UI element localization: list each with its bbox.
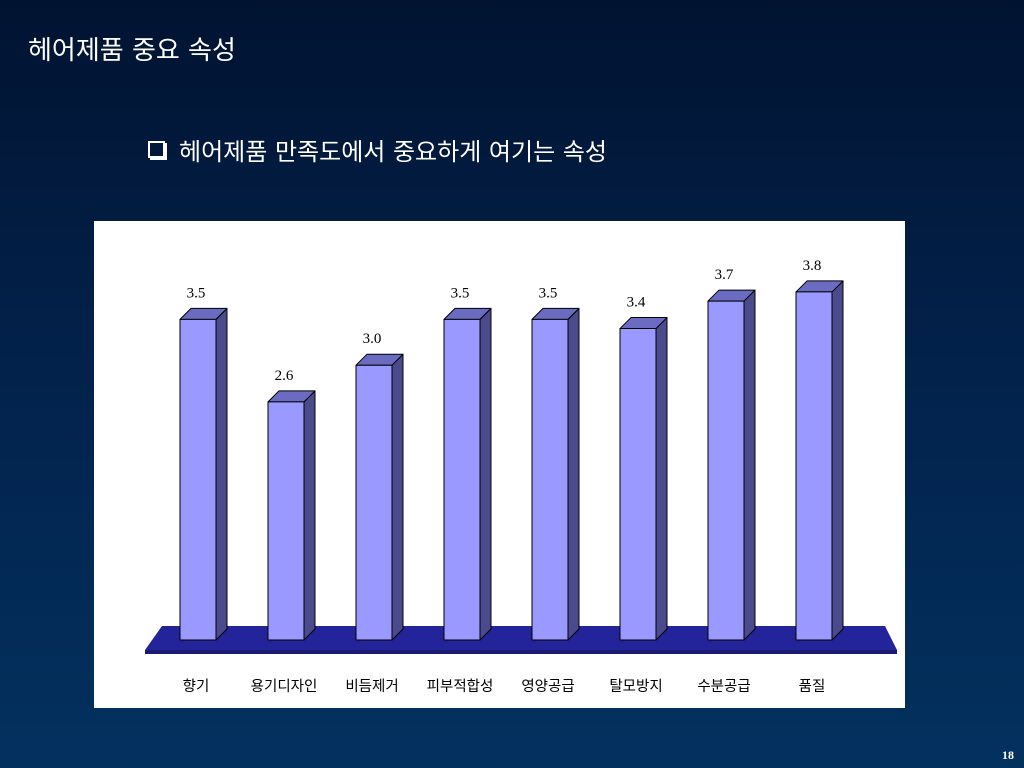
slide-title: 헤어제품 중요 속성 bbox=[28, 36, 236, 66]
value-label-3: 3.0 bbox=[363, 331, 382, 347]
bar-5 bbox=[531, 307, 580, 641]
category-label-4: 피부적합성 bbox=[427, 678, 494, 695]
bar-chart: 3.5 향기 2.6 용기디자인 3.0 비듬제거 3.5 피부적합성 3.5 영양공급 3.4 탈모… bbox=[145, 258, 897, 695]
checkbox-bullet-icon bbox=[148, 141, 165, 158]
subtitle: 헤어제품 만족도에서 중요하게 여기는 속성 bbox=[148, 132, 607, 167]
category-label-3: 비듬제거 bbox=[345, 678, 398, 695]
value-label-1: 3.5 bbox=[187, 285, 206, 301]
value-label-7: 3.7 bbox=[715, 267, 734, 283]
category-label-1: 향기 bbox=[183, 678, 210, 695]
chart-floor bbox=[145, 626, 897, 650]
bar-front-2 bbox=[267, 401, 305, 641]
bar-8 bbox=[795, 280, 844, 641]
category-label-6: 탈모방지 bbox=[609, 678, 662, 695]
value-label-6: 3.4 bbox=[627, 295, 646, 311]
bar-4 bbox=[443, 307, 492, 641]
bar-side-7 bbox=[743, 289, 756, 641]
bar-side-5 bbox=[567, 307, 580, 641]
bar-side-2 bbox=[303, 390, 316, 641]
bar-7 bbox=[707, 289, 756, 641]
bar-2 bbox=[267, 390, 316, 641]
bar-side-3 bbox=[391, 353, 404, 641]
subtitle-text: 헤어제품 만족도에서 중요하게 여기는 속성 bbox=[179, 138, 607, 166]
bar-front-5 bbox=[531, 318, 569, 641]
category-label-2: 용기디자인 bbox=[251, 678, 318, 695]
bar-side-1 bbox=[215, 307, 228, 641]
bar-front-6 bbox=[619, 328, 657, 641]
bar-side-6 bbox=[655, 317, 668, 641]
bar-6 bbox=[619, 317, 668, 641]
category-label-7: 수분공급 bbox=[697, 678, 750, 695]
bar-side-8 bbox=[831, 280, 844, 641]
bar-side-4 bbox=[479, 307, 492, 641]
bar-front-8 bbox=[795, 291, 833, 641]
bar-1 bbox=[179, 307, 228, 641]
page-number: 18 bbox=[1002, 748, 1014, 762]
bar-front-3 bbox=[355, 364, 393, 641]
category-label-8: 품질 bbox=[799, 678, 826, 695]
value-label-2: 2.6 bbox=[275, 368, 294, 384]
category-label-5: 영양공급 bbox=[521, 678, 574, 695]
bar-front-1 bbox=[179, 318, 217, 641]
value-label-5: 3.5 bbox=[539, 285, 558, 301]
bar-3 bbox=[355, 353, 404, 641]
chart-floor-edge bbox=[145, 650, 897, 654]
chart-panel: 3.5 향기 2.6 용기디자인 3.0 비듬제거 3.5 피부적합성 3.5 영양공급 3.4 탈모… bbox=[94, 221, 905, 708]
bar-front-7 bbox=[707, 300, 745, 641]
value-label-8: 3.8 bbox=[803, 258, 822, 274]
value-label-4: 3.5 bbox=[451, 285, 470, 301]
bar-front-4 bbox=[443, 318, 481, 641]
